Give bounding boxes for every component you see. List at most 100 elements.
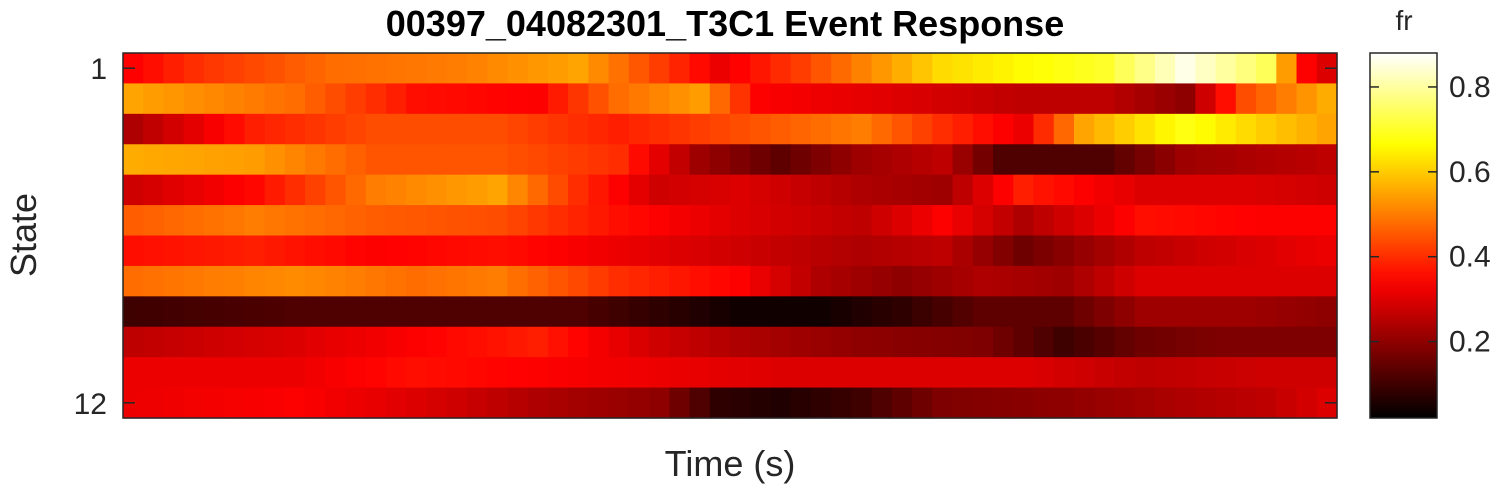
heatmap-cell: [264, 144, 286, 176]
heatmap-cell: [163, 265, 185, 297]
heatmap-cell: [810, 174, 832, 206]
heatmap-cell: [426, 235, 448, 267]
heatmap-cell: [588, 205, 610, 237]
heatmap-cell: [993, 53, 1014, 85]
heatmap-cell: [871, 83, 893, 115]
heatmap-cell: [446, 357, 468, 389]
heatmap-cell: [790, 83, 812, 115]
heatmap-cell: [851, 235, 873, 267]
heatmap-cell: [163, 83, 185, 115]
heatmap-cell: [224, 53, 245, 85]
heatmap-cell: [466, 174, 488, 206]
heatmap-cell: [932, 235, 954, 267]
heatmap-cell: [284, 113, 306, 145]
heatmap-cell: [224, 326, 245, 358]
heatmap-cell: [649, 53, 670, 85]
heatmap-cell: [1256, 265, 1277, 297]
heatmap-cell: [325, 83, 347, 115]
heatmap-cell: [1195, 326, 1217, 358]
heatmap-cell: [952, 53, 974, 85]
heatmap-cell: [1053, 174, 1075, 206]
heatmap-cell: [972, 296, 994, 328]
heatmap-cell: [1033, 387, 1055, 419]
heatmap-cell: [244, 174, 266, 206]
heatmap-cell: [972, 113, 994, 145]
heatmap-cell: [305, 326, 326, 358]
heatmap-cell: [608, 326, 630, 358]
heatmap-cell: [1073, 296, 1095, 328]
heatmap-cell: [891, 265, 913, 297]
heatmap-cell: [750, 235, 772, 267]
heatmap-cell: [1033, 83, 1055, 115]
heatmap-cell: [588, 235, 610, 267]
heatmap-cell: [1215, 113, 1237, 145]
colorbar: [1369, 52, 1438, 419]
heatmap-cell: [1134, 235, 1156, 267]
heatmap-cell: [1215, 83, 1237, 115]
heatmap-cell: [244, 205, 266, 237]
heatmap-cell: [750, 296, 772, 328]
heatmap-cell: [1114, 205, 1136, 237]
heatmap-cell: [527, 296, 549, 328]
heatmap-cell: [547, 174, 569, 206]
heatmap-cell: [689, 144, 711, 176]
heatmap-cell: [810, 235, 832, 267]
heatmap-cell: [1175, 205, 1196, 237]
heatmap-cell: [426, 387, 448, 419]
heatmap-cell: [891, 326, 913, 358]
heatmap-cell: [1114, 174, 1136, 206]
heatmap-cell: [507, 113, 529, 145]
heatmap-cell: [770, 83, 792, 115]
heatmap-cell: [730, 296, 751, 328]
heatmap-cell: [1073, 205, 1095, 237]
heatmap-cell: [386, 174, 407, 206]
heatmap-cell: [790, 113, 812, 145]
heatmap-cell: [325, 387, 347, 419]
heatmap-cell: [932, 144, 954, 176]
heatmap-cell: [932, 53, 954, 85]
heatmap-cell: [1094, 326, 1116, 358]
heatmap-cell: [972, 357, 994, 389]
heatmap-cell: [1256, 387, 1277, 419]
heatmap-cell: [750, 387, 772, 419]
heatmap-cell: [750, 326, 772, 358]
heatmap-cell: [1134, 144, 1156, 176]
heatmap-cell: [993, 205, 1014, 237]
heatmap-cell: [487, 53, 509, 85]
heatmap-cell: [689, 174, 711, 206]
heatmap-cell: [1073, 144, 1095, 176]
heatmap-cell: [1316, 174, 1338, 206]
heatmap-cell: [446, 53, 468, 85]
heatmap-cell: [1134, 113, 1156, 145]
heatmap-cell: [730, 53, 751, 85]
heatmap-cell: [325, 113, 347, 145]
heatmap-cell: [891, 296, 913, 328]
heatmap-cell: [123, 326, 144, 358]
heatmap-cell: [709, 326, 731, 358]
heatmap-cell: [527, 235, 549, 267]
heatmap-cell: [770, 326, 792, 358]
heatmap-cell: [730, 144, 751, 176]
heatmap-cell: [709, 387, 731, 419]
heatmap-cell: [1053, 326, 1075, 358]
colorbar-tick-label: 0.8: [1449, 71, 1491, 104]
heatmap-cell: [1094, 83, 1116, 115]
heatmap-cell: [628, 326, 650, 358]
heatmap-cell: [993, 265, 1014, 297]
heatmap-cell: [851, 174, 873, 206]
heatmap-cell: [1316, 326, 1338, 358]
heatmap-cell: [406, 53, 428, 85]
heatmap-cell: [1276, 326, 1298, 358]
heatmap-cell: [912, 357, 933, 389]
heatmap-cell: [203, 113, 225, 145]
heatmap-cell: [406, 357, 428, 389]
heatmap-cell: [588, 83, 610, 115]
heatmap-cell: [851, 53, 873, 85]
heatmap-cell: [709, 144, 731, 176]
heatmap-cell: [608, 205, 630, 237]
heatmap-cell: [224, 265, 245, 297]
heatmap-cell: [1256, 174, 1277, 206]
heatmap-cell: [1215, 326, 1237, 358]
heatmap-cell: [891, 144, 913, 176]
heatmap-cell: [608, 113, 630, 145]
